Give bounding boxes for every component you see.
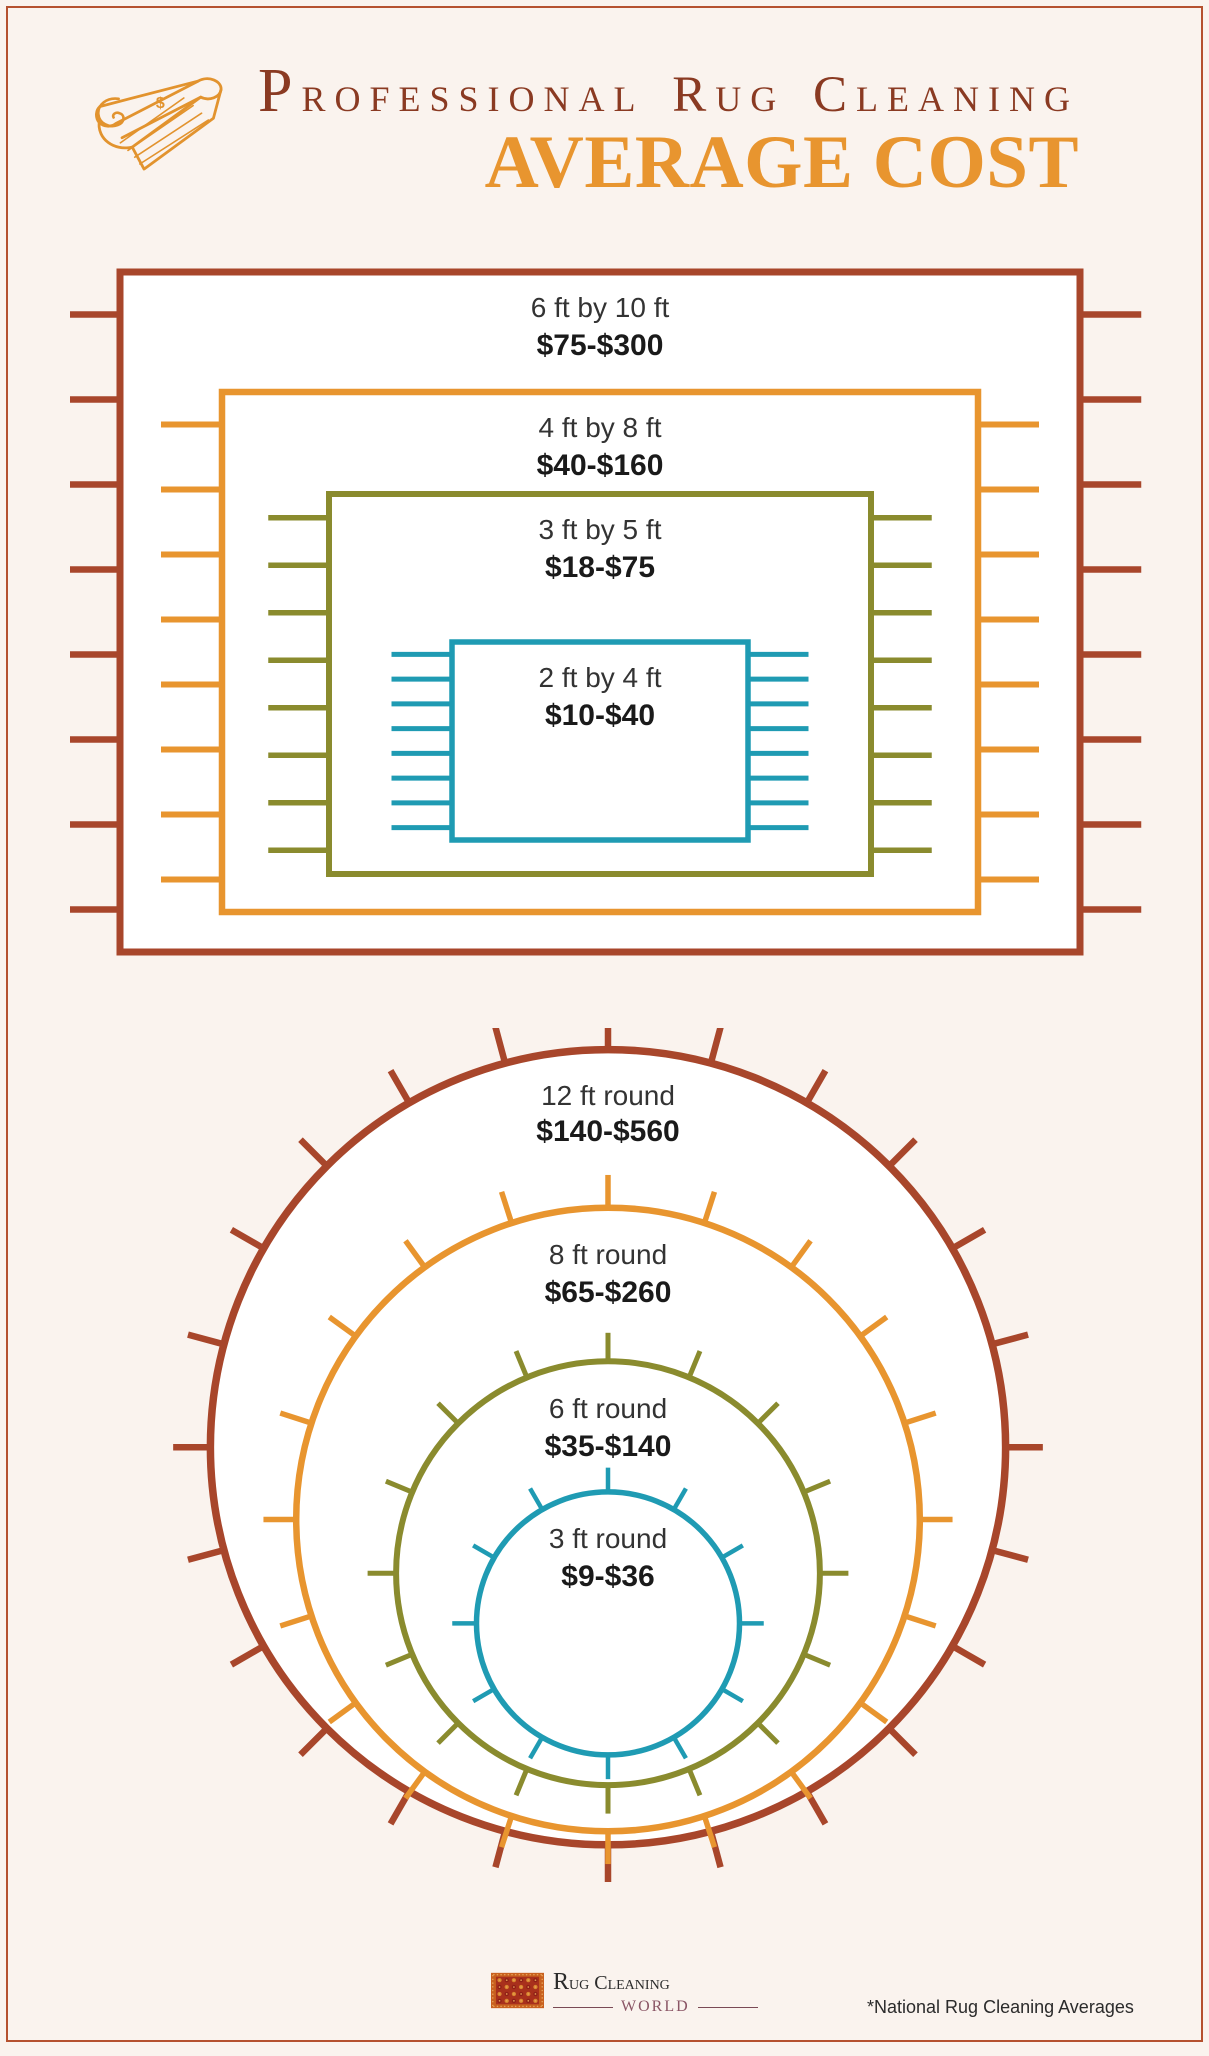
svg-text:3 ft round: 3 ft round: [549, 1523, 667, 1554]
svg-text:$10-$40: $10-$40: [545, 699, 655, 732]
svg-text:$140-$560: $140-$560: [536, 1115, 679, 1148]
svg-text:12 ft round: 12 ft round: [541, 1080, 675, 1111]
svg-text:$75-$300: $75-$300: [537, 329, 664, 362]
svg-text:$65-$260: $65-$260: [545, 1276, 672, 1309]
svg-text:$9-$36: $9-$36: [561, 1560, 654, 1593]
svg-text:6 ft round: 6 ft round: [549, 1393, 667, 1424]
svg-text:$40-$160: $40-$160: [537, 449, 664, 482]
svg-text:$: $: [156, 94, 165, 112]
svg-text:3 ft by 5 ft: 3 ft by 5 ft: [539, 514, 662, 545]
svg-text:$18-$75: $18-$75: [545, 551, 655, 584]
svg-text:$35-$140: $35-$140: [545, 1430, 672, 1463]
svg-text:6 ft by 10 ft: 6 ft by 10 ft: [531, 292, 670, 323]
svg-text:2 ft by 4 ft: 2 ft by 4 ft: [539, 662, 662, 693]
svg-text:8 ft round: 8 ft round: [549, 1239, 667, 1270]
svg-text:4 ft by 8 ft: 4 ft by 8 ft: [539, 412, 662, 443]
